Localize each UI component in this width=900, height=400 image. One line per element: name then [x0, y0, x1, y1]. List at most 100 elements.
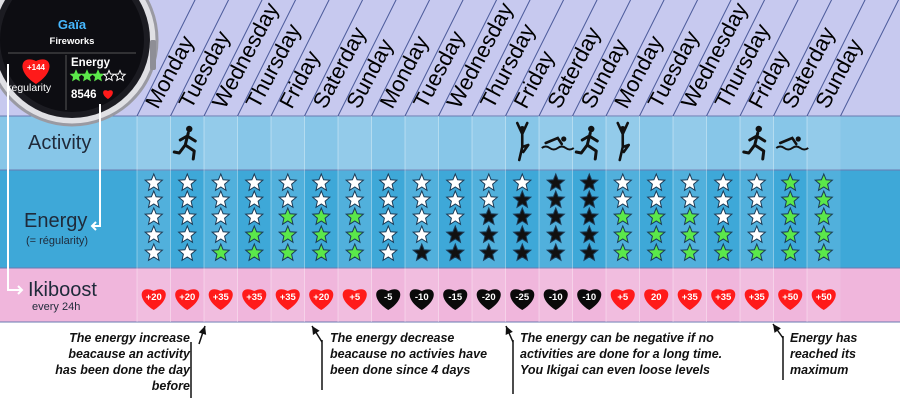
energy-star: [713, 206, 734, 226]
ikiboost-value: -25: [515, 292, 529, 303]
energy-row-sublabel: (= régularity): [26, 235, 89, 247]
energy-star: [478, 242, 499, 262]
energy-star: [445, 206, 466, 226]
energy-star: [143, 189, 164, 209]
energy-star: [679, 224, 700, 244]
swim-icon: [778, 136, 798, 146]
ikiboost-heart: [543, 289, 568, 310]
energy-star: [478, 206, 499, 226]
energy-star: [277, 242, 298, 262]
watch-connector: [92, 104, 101, 227]
energy-star: [813, 224, 834, 244]
energy-star: [545, 206, 566, 226]
activity-band: [0, 116, 900, 170]
energy-star: [579, 189, 600, 209]
energy-star: [713, 172, 734, 192]
watch-energy-star: [80, 69, 94, 82]
swim-icon: [544, 136, 564, 146]
energy-star: [545, 189, 566, 209]
watch-energy-star: [91, 69, 105, 82]
header-divider: [237, 0, 297, 116]
energy-row-label: Energy: [24, 210, 88, 232]
energy-star: [612, 206, 633, 226]
energy-star: [378, 206, 399, 226]
watch-badge: +144: [27, 63, 46, 72]
energy-star: [344, 224, 365, 244]
energy-star: [311, 242, 332, 262]
watch-small-heart-icon: [103, 90, 113, 99]
energy-star: [646, 242, 667, 262]
note-energy-max: Energy has reached its maximum: [790, 331, 858, 377]
ikiboost-value: -15: [448, 292, 462, 303]
ikiboost-value: +35: [246, 292, 263, 303]
activity-row-label: Activity: [28, 132, 92, 154]
watch-energy-star: [113, 69, 127, 82]
energy-star: [612, 172, 633, 192]
energy-star: [746, 206, 767, 226]
ikiboost-heart: [677, 289, 702, 310]
energy-star: [746, 224, 767, 244]
energy-star: [646, 189, 667, 209]
energy-star: [378, 224, 399, 244]
ikiboost-value: +5: [617, 292, 629, 303]
energy-star: [277, 224, 298, 244]
ikiboost-value: 20: [651, 292, 662, 303]
watch-heart-icon: [22, 59, 50, 84]
watch-connector-arrowhead: [90, 221, 97, 231]
energy-star: [210, 189, 231, 209]
ikiboost-heart: [744, 289, 769, 310]
energy-star: [478, 172, 499, 192]
energy-star: [411, 242, 432, 262]
ikiboost-heart: [443, 289, 468, 310]
header-divider: [773, 0, 833, 116]
energy-star: [344, 189, 365, 209]
energy-star: [277, 206, 298, 226]
watch-button: [150, 40, 156, 70]
energy-star: [411, 206, 432, 226]
energy-star: [378, 189, 399, 209]
energy-star: [612, 224, 633, 244]
energy-star: [177, 172, 198, 192]
energy-star: [311, 224, 332, 244]
note-arrow: [505, 326, 513, 335]
energy-star: [679, 189, 700, 209]
header-divider: [806, 0, 866, 116]
energy-star: [311, 206, 332, 226]
header-divider: [371, 0, 431, 116]
energy-star: [344, 172, 365, 192]
energy-star: [311, 189, 332, 209]
ikiboost-heart: [275, 289, 300, 310]
energy-star: [679, 172, 700, 192]
swim-icon: [541, 145, 575, 151]
energy-star: [478, 189, 499, 209]
energy-star: [210, 206, 231, 226]
energy-star: [378, 242, 399, 262]
ikiboost-value: +50: [816, 292, 832, 303]
energy-star: [780, 224, 801, 244]
energy-star: [378, 172, 399, 192]
ikiboost-value: -10: [549, 292, 563, 303]
energy-star: [244, 206, 265, 226]
energy-star: [244, 242, 265, 262]
energy-star: [612, 189, 633, 209]
energy-star: [579, 172, 600, 192]
energy-star: [445, 172, 466, 192]
header-divider: [270, 0, 330, 116]
energy-star: [780, 242, 801, 262]
header-divider: [471, 0, 531, 116]
energy-star: [478, 224, 499, 244]
energy-star: [177, 224, 198, 244]
energy-star: [445, 242, 466, 262]
ikiboost-heart: [476, 289, 501, 310]
note-arrow: [198, 326, 207, 335]
ikiboost-heart: [242, 289, 267, 310]
ikiboost-value: +20: [146, 292, 162, 303]
watch-energy-star: [102, 69, 116, 82]
energy-star: [780, 172, 801, 192]
swim-icon: [775, 145, 809, 151]
energy-star: [512, 172, 533, 192]
energy-star: [713, 224, 734, 244]
energy-star: [177, 242, 198, 262]
energy-star: [813, 242, 834, 262]
